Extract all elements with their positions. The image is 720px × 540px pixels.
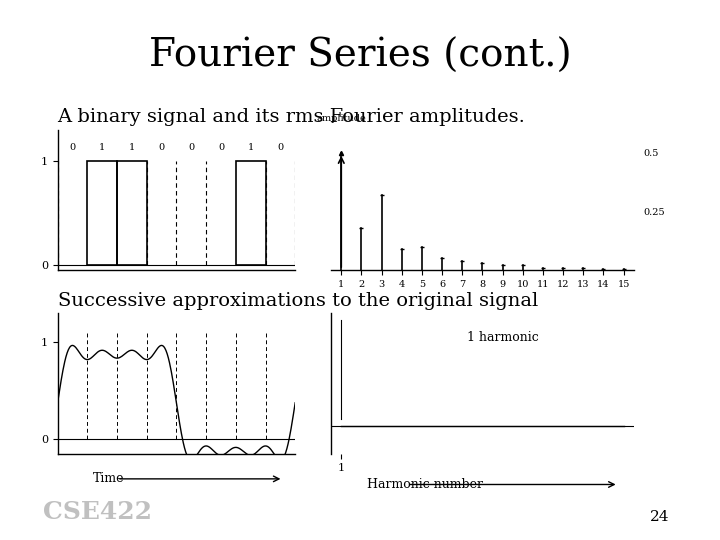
Text: 0: 0 xyxy=(69,144,76,152)
Text: 0: 0 xyxy=(218,144,224,152)
Bar xyxy=(236,161,266,265)
Text: 0: 0 xyxy=(277,144,284,152)
Text: amplitude: amplitude xyxy=(316,113,366,123)
Text: CSE422: CSE422 xyxy=(43,500,152,524)
Bar xyxy=(87,161,117,265)
Text: Time: Time xyxy=(94,472,125,485)
Text: A binary signal and its rms Fourier amplitudes.: A binary signal and its rms Fourier ampl… xyxy=(58,108,526,126)
Text: 1: 1 xyxy=(248,144,253,152)
Text: Successive approximations to the original signal: Successive approximations to the origina… xyxy=(58,292,538,309)
Text: Fourier Series (cont.): Fourier Series (cont.) xyxy=(148,38,572,75)
Text: 1: 1 xyxy=(99,144,105,152)
Bar xyxy=(117,161,147,265)
Text: 0: 0 xyxy=(188,144,194,152)
Text: 0: 0 xyxy=(158,144,165,152)
Text: Harmonic number: Harmonic number xyxy=(367,478,484,491)
Text: 24: 24 xyxy=(650,510,670,524)
Text: 1: 1 xyxy=(129,144,135,152)
Text: 1 harmonic: 1 harmonic xyxy=(467,331,539,345)
